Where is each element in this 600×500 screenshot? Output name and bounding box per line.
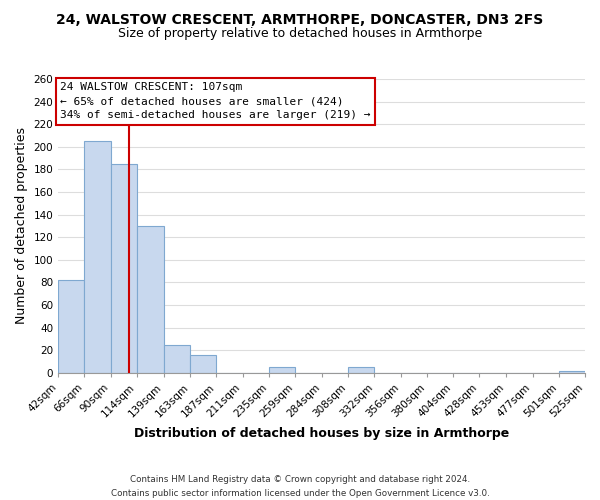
Bar — [58, 280, 85, 373]
Bar — [190, 354, 217, 373]
Text: Size of property relative to detached houses in Armthorpe: Size of property relative to detached ho… — [118, 28, 482, 40]
Bar — [269, 367, 295, 373]
X-axis label: Distribution of detached houses by size in Armthorpe: Distribution of detached houses by size … — [134, 427, 509, 440]
Text: Contains HM Land Registry data © Crown copyright and database right 2024.
Contai: Contains HM Land Registry data © Crown c… — [110, 476, 490, 498]
Bar — [164, 344, 190, 373]
Bar — [110, 164, 137, 373]
Bar — [349, 367, 374, 373]
Text: 24, WALSTOW CRESCENT, ARMTHORPE, DONCASTER, DN3 2FS: 24, WALSTOW CRESCENT, ARMTHORPE, DONCAST… — [56, 12, 544, 26]
Text: 24 WALSTOW CRESCENT: 107sqm
← 65% of detached houses are smaller (424)
34% of se: 24 WALSTOW CRESCENT: 107sqm ← 65% of det… — [61, 82, 371, 120]
Bar — [85, 141, 110, 373]
Bar — [559, 370, 585, 373]
Y-axis label: Number of detached properties: Number of detached properties — [15, 128, 28, 324]
Bar — [137, 226, 164, 373]
